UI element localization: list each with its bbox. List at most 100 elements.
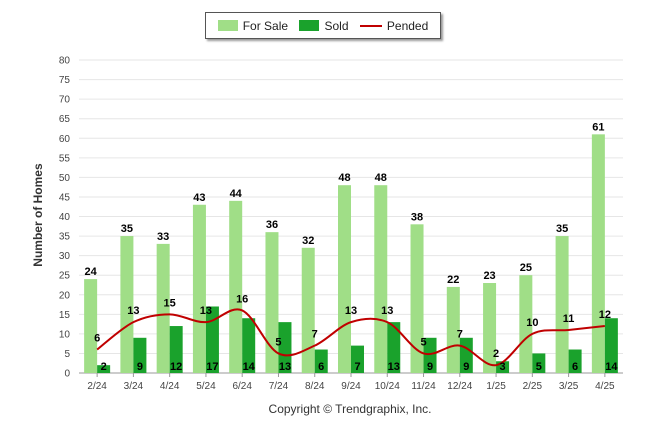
bar-for-sale bbox=[483, 283, 497, 373]
bar-for-sale bbox=[519, 275, 533, 373]
legend-label-pended: Pended bbox=[386, 18, 429, 33]
pended-value-label: 15 bbox=[164, 297, 176, 309]
x-tick-label: 7/24 bbox=[269, 381, 289, 392]
bar-for-sale bbox=[265, 232, 279, 373]
y-tick-label: 25 bbox=[59, 271, 71, 282]
pended-value-label: 12 bbox=[599, 309, 611, 321]
bar-sold bbox=[532, 353, 546, 373]
x-tick-label: 11/24 bbox=[411, 381, 436, 392]
sold-value-label: 12 bbox=[170, 361, 182, 373]
chart-legend: For Sale Sold Pended bbox=[205, 12, 441, 39]
y-tick-label: 35 bbox=[59, 232, 71, 243]
sold-value-label: 13 bbox=[279, 361, 291, 373]
bar-for-sale bbox=[301, 247, 315, 373]
y-tick-label: 0 bbox=[64, 369, 70, 380]
pended-value-label: 5 bbox=[420, 336, 426, 348]
bar-for-sale bbox=[410, 224, 424, 373]
legend-item-pended[interactable]: Pended bbox=[359, 18, 429, 33]
x-tick-label: 4/25 bbox=[595, 381, 615, 392]
bar-for-sale bbox=[192, 204, 206, 373]
bar-sold bbox=[351, 345, 364, 373]
for-sale-value-label: 36 bbox=[266, 219, 278, 231]
for-sale-value-label: 22 bbox=[447, 274, 459, 286]
sold-value-label: 14 bbox=[605, 361, 618, 373]
bar-sold bbox=[423, 337, 437, 373]
sold-value-label: 13 bbox=[388, 361, 400, 373]
bar-sold bbox=[133, 337, 147, 373]
y-tick-label: 5 bbox=[64, 349, 70, 360]
sold-value-label: 9 bbox=[137, 361, 143, 373]
x-tick-label: 12/24 bbox=[447, 381, 472, 392]
sold-value-label: 9 bbox=[427, 361, 433, 373]
bar-for-sale bbox=[374, 185, 388, 373]
y-tick-label: 30 bbox=[59, 251, 71, 262]
pended-line-swatch-icon bbox=[359, 24, 382, 27]
legend-label-sold: Sold bbox=[324, 18, 349, 33]
y-tick-label: 70 bbox=[59, 95, 71, 106]
legend-item-sold[interactable]: Sold bbox=[299, 18, 349, 33]
sold-swatch-icon bbox=[299, 20, 320, 31]
bar-sold bbox=[278, 322, 292, 373]
pended-value-label: 13 bbox=[345, 305, 357, 317]
bar-for-sale bbox=[555, 236, 569, 373]
for-sale-value-label: 61 bbox=[592, 121, 604, 133]
copyright-footer: Copyright © Trendgraphix, Inc. bbox=[268, 402, 432, 416]
bar-for-sale bbox=[156, 243, 170, 373]
y-tick-label: 55 bbox=[59, 153, 71, 164]
y-tick-label: 50 bbox=[59, 173, 71, 184]
bar-sold bbox=[604, 318, 618, 373]
bar-for-sale bbox=[446, 286, 460, 373]
sold-value-label: 14 bbox=[243, 361, 256, 373]
legend-item-for-sale[interactable]: For Sale bbox=[217, 18, 289, 33]
x-tick-label: 2/25 bbox=[523, 381, 543, 392]
pended-value-label: 13 bbox=[127, 305, 139, 317]
pended-value-label: 13 bbox=[200, 305, 212, 317]
pended-value-label: 11 bbox=[563, 313, 575, 325]
y-tick-label: 80 bbox=[59, 56, 71, 67]
bar-sold bbox=[205, 306, 219, 373]
pended-value-label: 2 bbox=[493, 348, 499, 360]
pended-value-label: 7 bbox=[457, 329, 463, 341]
bar-for-sale bbox=[229, 200, 243, 373]
x-tick-label: 9/24 bbox=[341, 381, 361, 392]
sold-value-label: 2 bbox=[101, 361, 107, 373]
legend-label-for-sale: For Sale bbox=[242, 18, 289, 33]
for-sale-value-label: 33 bbox=[157, 231, 169, 243]
for-sale-value-label: 48 bbox=[375, 172, 387, 184]
for-sale-value-label: 35 bbox=[121, 223, 133, 235]
sold-value-label: 17 bbox=[206, 361, 218, 373]
sold-value-label: 3 bbox=[500, 361, 506, 373]
for-sale-value-label: 43 bbox=[193, 192, 205, 204]
sold-value-label: 5 bbox=[536, 361, 542, 373]
pended-value-label: 5 bbox=[275, 336, 281, 348]
for-sale-value-label: 48 bbox=[338, 172, 350, 184]
bar-sold bbox=[314, 349, 328, 373]
pended-value-label: 16 bbox=[236, 293, 248, 305]
x-tick-label: 8/24 bbox=[305, 381, 325, 392]
bar-for-sale bbox=[120, 236, 134, 373]
bar-sold bbox=[387, 322, 401, 373]
for-sale-value-label: 23 bbox=[483, 270, 495, 282]
sold-value-label: 7 bbox=[354, 361, 360, 373]
for-sale-swatch-icon bbox=[217, 20, 238, 31]
bar-sold bbox=[97, 365, 111, 373]
y-tick-label: 45 bbox=[59, 192, 71, 203]
for-sale-value-label: 38 bbox=[411, 211, 423, 223]
y-tick-label: 40 bbox=[59, 212, 71, 223]
pended-value-label: 10 bbox=[526, 317, 538, 329]
y-tick-label: 10 bbox=[59, 329, 71, 340]
x-tick-label: 2/24 bbox=[87, 381, 107, 392]
sold-value-label: 6 bbox=[572, 361, 578, 373]
for-sale-value-label: 44 bbox=[230, 188, 243, 200]
pended-value-label: 6 bbox=[94, 333, 100, 345]
bar-sold bbox=[496, 361, 510, 373]
x-tick-label: 1/25 bbox=[486, 381, 506, 392]
x-tick-label: 10/24 bbox=[375, 381, 400, 392]
pended-value-label: 7 bbox=[312, 329, 318, 341]
sold-value-label: 9 bbox=[463, 361, 469, 373]
x-tick-label: 6/24 bbox=[232, 381, 252, 392]
y-tick-label: 65 bbox=[59, 114, 71, 125]
bar-for-sale bbox=[591, 134, 605, 373]
x-tick-label: 5/24 bbox=[196, 381, 216, 392]
